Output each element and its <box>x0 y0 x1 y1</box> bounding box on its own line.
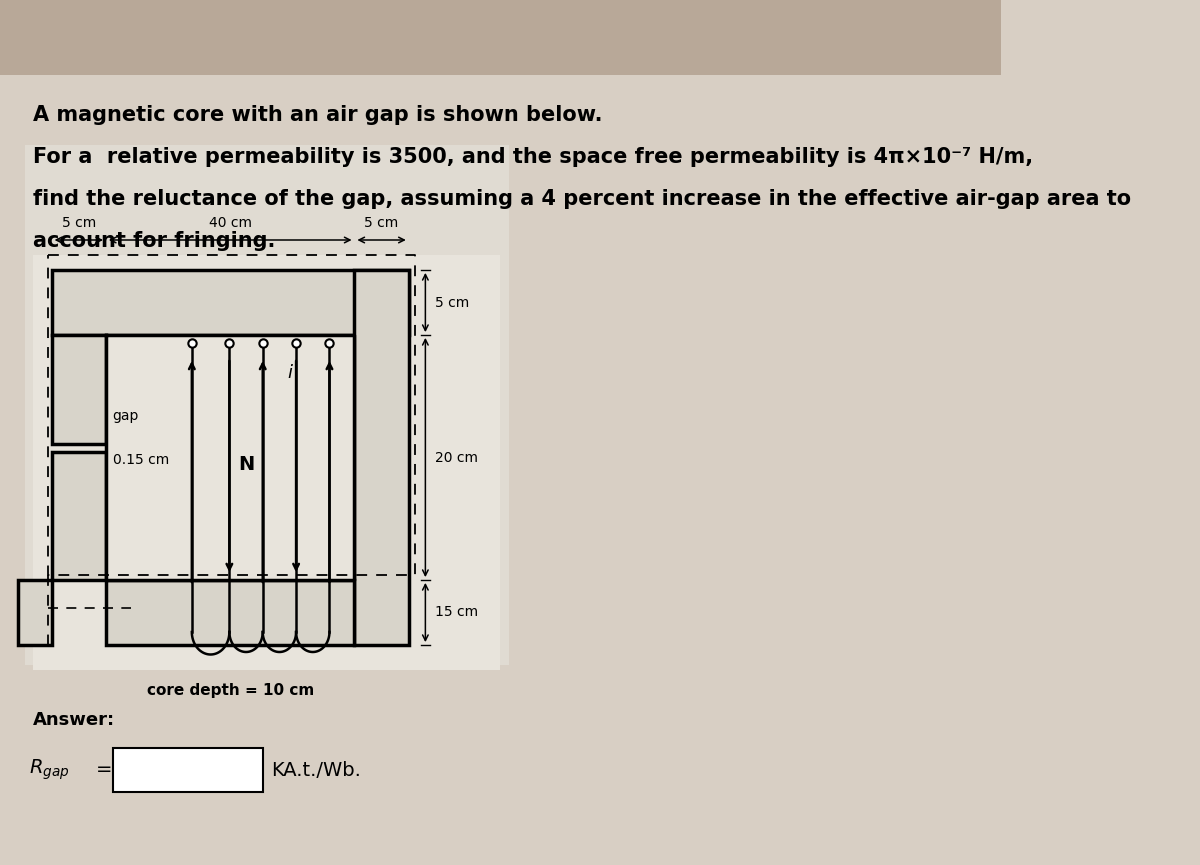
Bar <box>52 335 106 444</box>
Text: 15 cm: 15 cm <box>436 606 479 619</box>
Bar <box>0 0 1001 75</box>
Text: For a  relative permeability is 3500, and the space free permeability is 4π×10⁻⁷: For a relative permeability is 3500, and… <box>34 147 1033 167</box>
Text: 5 cm: 5 cm <box>436 296 469 310</box>
Text: 5 cm: 5 cm <box>61 216 96 230</box>
Text: =: = <box>96 760 113 779</box>
Text: 5 cm: 5 cm <box>365 216 398 230</box>
Bar <box>25 145 509 665</box>
Text: $R_{gap}$: $R_{gap}$ <box>29 758 70 782</box>
Text: 0.15 cm: 0.15 cm <box>113 453 169 467</box>
Bar <box>34 255 500 670</box>
Text: 40 cm: 40 cm <box>209 216 252 230</box>
Text: gap: gap <box>113 409 139 423</box>
Text: N: N <box>238 454 254 473</box>
Text: find the reluctance of the gap, assuming a 4 percent increase in the effective a: find the reluctance of the gap, assuming… <box>34 189 1132 209</box>
Text: Answer:: Answer: <box>34 711 115 729</box>
Bar <box>113 748 263 792</box>
Text: account for fringing.: account for fringing. <box>34 231 276 251</box>
Text: i: i <box>287 364 292 382</box>
Bar <box>106 580 354 645</box>
Bar <box>354 270 409 645</box>
Text: KA.t./Wb.: KA.t./Wb. <box>271 760 361 779</box>
Text: A magnetic core with an air gap is shown below.: A magnetic core with an air gap is shown… <box>34 105 602 125</box>
Bar <box>106 335 354 580</box>
Bar <box>18 580 52 645</box>
Bar <box>52 452 106 580</box>
Text: core depth = 10 cm: core depth = 10 cm <box>146 682 314 697</box>
Text: 20 cm: 20 cm <box>436 451 479 465</box>
Bar <box>52 270 409 335</box>
